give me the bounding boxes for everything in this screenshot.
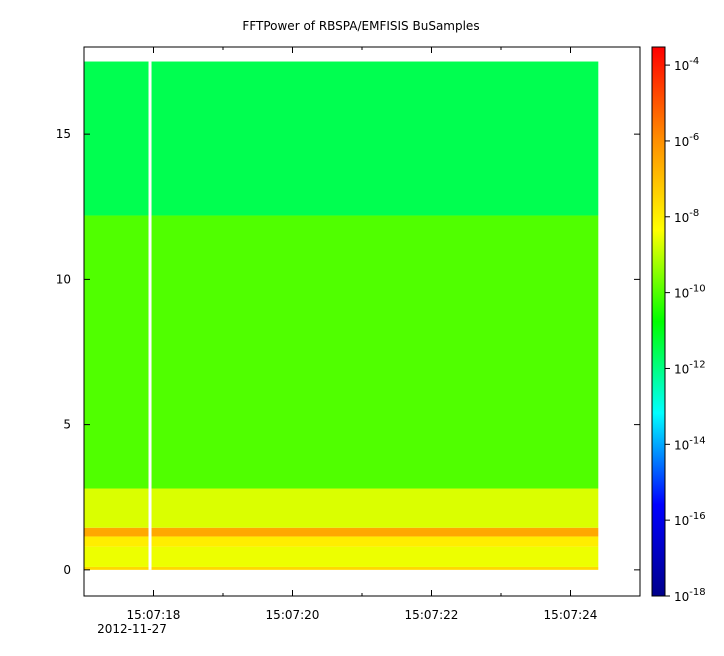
y-tick-label: 0: [63, 563, 71, 577]
spectrogram-band-5: [84, 215, 599, 489]
y-tick-label: 10: [56, 272, 71, 286]
colorbar-tick-label: 10-10: [674, 284, 706, 301]
colorbar-frame: [651, 46, 666, 597]
x-tick-label: 15:07:20: [266, 608, 320, 622]
colorbar-tick-label: 10-8: [674, 208, 699, 225]
colorbar-tick-label: 10-6: [674, 132, 699, 149]
colorbar-ticks: 10-4 10-6 10-8 10-10 10-12 10-14 10-16 10-18: [665, 56, 706, 604]
colorbar-tick-label: 10-12: [674, 359, 706, 376]
spectrogram-band-2: [84, 536, 599, 547]
x-tick-label: 15:07:24: [544, 608, 598, 622]
colorbar-gradient: [652, 47, 665, 596]
colorbar-tick-label: 10-18: [674, 587, 706, 604]
x-date-label: 2012-11-27: [97, 622, 167, 636]
x-tick-label: 15:07:18: [127, 608, 181, 622]
colorbar-tick-label: 10-4: [674, 56, 699, 73]
spectrogram-image: [84, 61, 599, 570]
chart-title: FFTPower of RBSPA/EMFISIS BuSamples: [242, 19, 479, 33]
data-gap: [148, 61, 152, 570]
y-tick-label: 15: [56, 127, 71, 141]
spectrogram-band-1: [84, 546, 599, 567]
spectrogram-band-3: [84, 527, 599, 537]
x-axis: 2012-11-27 15:07:18 15:07:20 15:07:22 15:07…: [97, 47, 641, 636]
colorbar-tick-label: 10-16: [674, 511, 706, 528]
y-axis: 0 5 10 15: [56, 127, 640, 577]
plot-area: 0 5 10 15 2012-11-27 15:07:18 15:07:20 15:07:…: [56, 46, 641, 636]
colorbar: 10-4 10-6 10-8 10-10 10-12 10-14 10-16 10-18: [651, 46, 706, 604]
spectrogram-band-0: [84, 566, 599, 570]
y-tick-label: 5: [63, 418, 71, 432]
colorbar-tick-label: 10-14: [674, 435, 706, 452]
spectrogram-band-4: [84, 488, 599, 528]
x-tick-label: 15:07:22: [405, 608, 459, 622]
spectrogram-band-6: [84, 61, 599, 216]
